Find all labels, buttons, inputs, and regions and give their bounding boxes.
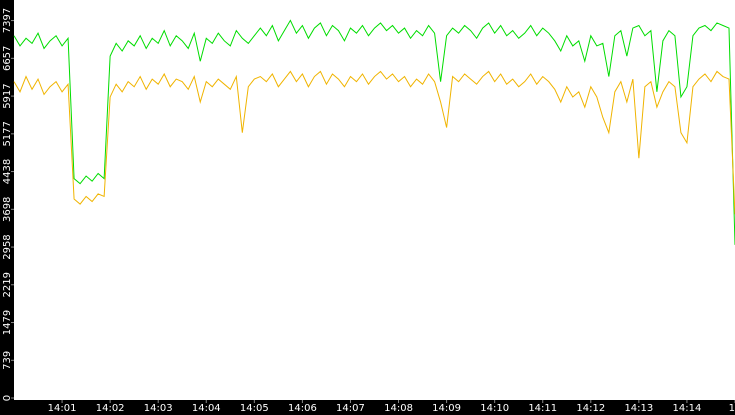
x-tick-label: 14:01 [48, 403, 77, 414]
y-tick-label: 5177 [2, 121, 13, 146]
x-tick-label: 14:06 [288, 403, 317, 414]
x-tick-label: 14:04 [192, 403, 221, 414]
x-tick-label: 14:02 [96, 403, 125, 414]
x-tick-label: 14:10 [480, 403, 509, 414]
x-tick-label: 14:11 [528, 403, 557, 414]
y-tick-label: 1479 [2, 310, 13, 335]
x-tick-label: 14:14 [673, 403, 702, 414]
x-tick-label: 14:05 [240, 403, 269, 414]
y-tick-label: 0 [2, 395, 13, 401]
x-tick-label: 14:13 [624, 403, 653, 414]
y-tick-label: 2219 [2, 272, 13, 297]
y-tick-label: 3698 [2, 197, 13, 222]
x-tick-label: 14:03 [144, 403, 173, 414]
x-tick-label: 14:09 [432, 403, 461, 414]
series-line [13, 70, 735, 215]
y-axis-strip [0, 0, 14, 415]
y-tick-label: 2958 [2, 234, 13, 259]
x-tick-label: 14:07 [336, 403, 365, 414]
y-tick-label: 4438 [2, 159, 13, 184]
x-tick-label: 14:12 [576, 403, 605, 414]
x-axis-strip [0, 400, 735, 415]
y-tick-label: 7397 [2, 8, 13, 33]
series-line [13, 19, 735, 245]
x-tick-label: 14 [729, 403, 735, 414]
y-tick-label: 5917 [2, 83, 13, 108]
y-tick-label: 6657 [2, 46, 13, 71]
y-tick-label: 739 [2, 351, 13, 370]
x-tick-label: 14:08 [384, 403, 413, 414]
